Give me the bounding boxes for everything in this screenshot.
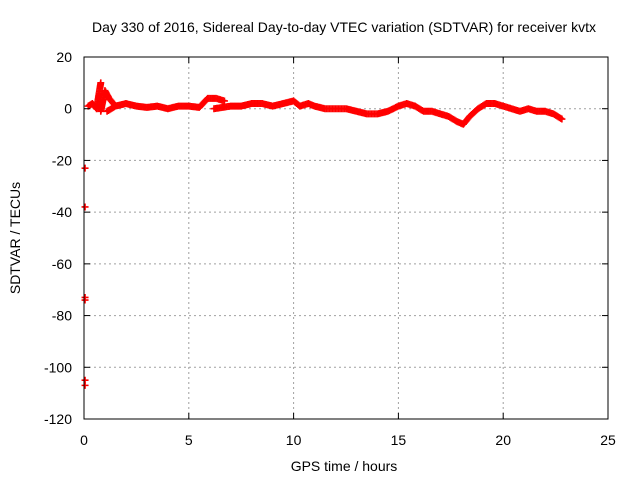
- axis-ticks: [83, 56, 609, 420]
- y-tick-label: -60: [52, 256, 72, 272]
- y-tick-label: -100: [44, 359, 72, 375]
- x-tick-label: 0: [80, 432, 88, 448]
- data-point: [220, 97, 228, 105]
- data-point: [97, 79, 105, 87]
- x-tick-label: 25: [600, 432, 616, 448]
- y-tick-label: -120: [44, 411, 72, 427]
- x-tick-label: 10: [286, 432, 302, 448]
- data-point: [81, 381, 89, 389]
- y-tick-label: -40: [52, 204, 72, 220]
- y-tick-label: 0: [64, 101, 72, 117]
- y-tick-label: -20: [52, 152, 72, 168]
- grid: [84, 57, 608, 419]
- x-axis-title: GPS time / hours: [291, 458, 398, 474]
- x-tick-label: 5: [185, 432, 193, 448]
- data-point: [558, 115, 566, 123]
- data-points: [81, 79, 566, 389]
- y-tick-label: 20: [56, 49, 72, 65]
- y-axis-title: SDTVAR / TECUs: [7, 182, 23, 294]
- chart-title: Day 330 of 2016, Sidereal Day-to-day VTE…: [92, 19, 596, 35]
- data-point: [81, 296, 89, 304]
- x-tick-label: 15: [391, 432, 407, 448]
- data-point: [81, 164, 89, 172]
- x-tick-label: 20: [495, 432, 511, 448]
- data-point: [81, 203, 89, 211]
- tick-labels: 0 5 10 15 20 25 -120 -100 -80 -60 -40 -20 0 20: [44, 49, 616, 448]
- plot-frame: [83, 56, 609, 420]
- y-tick-label: -80: [52, 308, 72, 324]
